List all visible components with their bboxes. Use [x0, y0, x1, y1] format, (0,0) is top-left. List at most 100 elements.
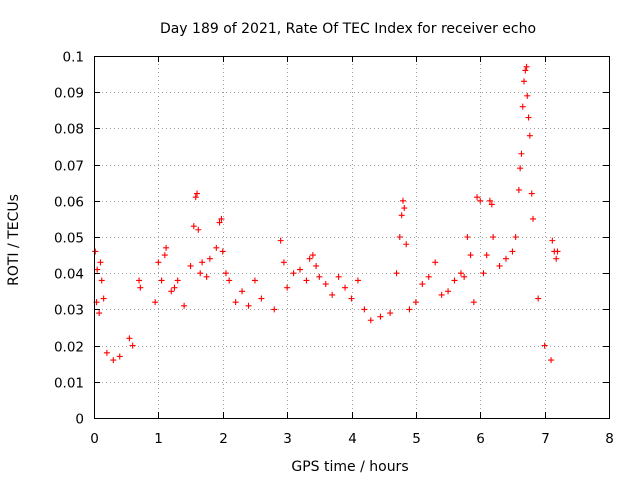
data-point — [245, 302, 252, 309]
data-point — [535, 295, 542, 302]
y-axis-label: ROTI / TECUs — [6, 194, 22, 286]
data-point — [518, 150, 525, 157]
data-points — [92, 63, 561, 364]
data-point — [181, 302, 188, 309]
data-point — [98, 277, 105, 284]
data-point — [451, 277, 458, 284]
data-point — [197, 270, 204, 277]
data-point — [218, 215, 225, 222]
data-point — [213, 244, 220, 251]
data-point — [464, 234, 471, 240]
data-point — [406, 306, 413, 313]
data-point — [412, 299, 419, 306]
y-tick-label: 0.1 — [63, 50, 84, 66]
data-point — [251, 277, 258, 284]
data-point — [367, 317, 374, 324]
data-point — [97, 259, 104, 266]
data-point — [277, 237, 284, 244]
data-point — [129, 342, 136, 349]
data-point — [526, 132, 533, 139]
data-point — [226, 277, 233, 284]
data-point — [161, 252, 168, 259]
data-point — [398, 212, 405, 219]
data-point — [171, 284, 178, 291]
data-point — [445, 288, 452, 295]
data-point — [100, 295, 107, 302]
data-point — [553, 255, 560, 262]
data-point — [303, 277, 310, 284]
x-axis-label: GPS time / hours — [291, 459, 408, 475]
data-point — [480, 270, 487, 277]
data-point — [400, 197, 406, 204]
data-point — [509, 248, 516, 255]
data-point — [190, 223, 197, 230]
data-point — [232, 299, 239, 306]
data-point — [309, 252, 316, 259]
x-tick-label: 6 — [476, 431, 485, 447]
data-point — [195, 226, 202, 233]
data-point — [137, 284, 144, 291]
data-point — [94, 266, 101, 273]
data-point — [477, 197, 484, 204]
data-point — [168, 288, 175, 295]
x-tick-label: 7 — [541, 431, 550, 447]
data-point — [470, 299, 477, 306]
x-tick-labels: 0 1 2 3 4 5 6 7 8 — [90, 431, 614, 447]
data-point — [110, 357, 117, 364]
data-point — [116, 353, 123, 360]
data-point — [174, 277, 181, 284]
data-point — [403, 241, 410, 248]
y-tick-label: 0.01 — [54, 376, 84, 392]
data-point — [467, 252, 474, 259]
data-point — [258, 295, 265, 302]
data-point — [377, 313, 384, 320]
y-tick-label: 0.09 — [54, 86, 84, 102]
data-point — [284, 284, 291, 291]
data-point — [522, 67, 529, 74]
data-point — [523, 63, 530, 70]
x-tick-label: 4 — [348, 431, 357, 447]
chart-title: Day 189 of 2021, Rate Of TEC Index for r… — [160, 21, 536, 37]
data-point — [271, 306, 278, 313]
x-tick-label: 8 — [605, 431, 614, 447]
data-point — [512, 234, 519, 240]
data-point — [515, 186, 522, 193]
data-point — [419, 281, 426, 288]
data-point — [496, 262, 503, 269]
data-point — [517, 165, 524, 172]
axis-ticks — [94, 56, 610, 419]
data-point — [192, 194, 199, 201]
x-tick-label: 3 — [283, 431, 292, 447]
data-point — [530, 215, 537, 222]
data-point — [488, 201, 495, 208]
data-point — [483, 252, 490, 259]
data-point — [519, 103, 526, 110]
data-point — [152, 299, 159, 306]
data-point — [541, 342, 548, 349]
y-tick-label: 0.02 — [54, 340, 84, 356]
y-tick-label: 0.07 — [54, 159, 84, 175]
data-point — [216, 219, 223, 226]
y-tick-label: 0.08 — [54, 122, 84, 138]
data-point — [280, 259, 287, 266]
data-point — [306, 255, 313, 262]
data-point — [322, 281, 329, 288]
y-tick-label: 0.03 — [54, 303, 84, 319]
data-point — [549, 237, 556, 244]
data-point — [222, 270, 229, 277]
data-point — [432, 259, 439, 266]
data-point — [548, 357, 555, 364]
data-point — [103, 349, 110, 356]
y-tick-label: 0.04 — [54, 267, 84, 283]
x-tick-label: 0 — [90, 431, 99, 447]
data-point — [136, 277, 143, 284]
data-point — [387, 310, 394, 317]
data-point — [474, 194, 481, 201]
data-point — [187, 262, 194, 269]
data-point — [486, 197, 493, 204]
data-point — [425, 273, 432, 280]
data-point — [401, 205, 408, 212]
data-point — [290, 270, 297, 277]
x-tick-label: 1 — [154, 431, 163, 447]
data-point — [239, 288, 246, 295]
